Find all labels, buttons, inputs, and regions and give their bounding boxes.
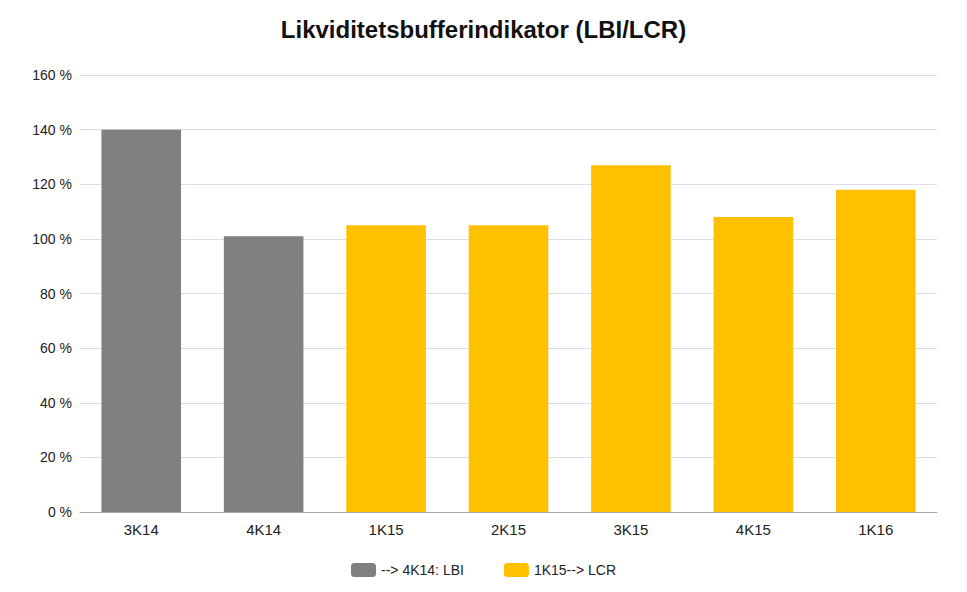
svg-text:1K15: 1K15 — [369, 521, 404, 538]
svg-text:4K14: 4K14 — [246, 521, 281, 538]
svg-text:4K15: 4K15 — [736, 521, 771, 538]
svg-text:40 %: 40 % — [40, 395, 72, 411]
svg-text:Likviditetsbufferindikator (LB: Likviditetsbufferindikator (LBI/LCR) — [281, 16, 686, 43]
svg-text:80 %: 80 % — [40, 286, 72, 302]
svg-text:20 %: 20 % — [40, 449, 72, 465]
svg-text:120 %: 120 % — [32, 176, 72, 192]
svg-text:1K15--> LCR: 1K15--> LCR — [534, 562, 616, 578]
svg-text:--> 4K14: LBI: --> 4K14: LBI — [381, 562, 464, 578]
svg-text:140 %: 140 % — [32, 122, 72, 138]
svg-text:160 %: 160 % — [32, 67, 72, 83]
svg-text:3K14: 3K14 — [124, 521, 159, 538]
svg-text:1K16: 1K16 — [858, 521, 893, 538]
svg-text:100 %: 100 % — [32, 231, 72, 247]
svg-text:60 %: 60 % — [40, 340, 72, 356]
svg-text:3K15: 3K15 — [613, 521, 648, 538]
svg-text:0 %: 0 % — [48, 504, 72, 520]
svg-text:2K15: 2K15 — [491, 521, 526, 538]
